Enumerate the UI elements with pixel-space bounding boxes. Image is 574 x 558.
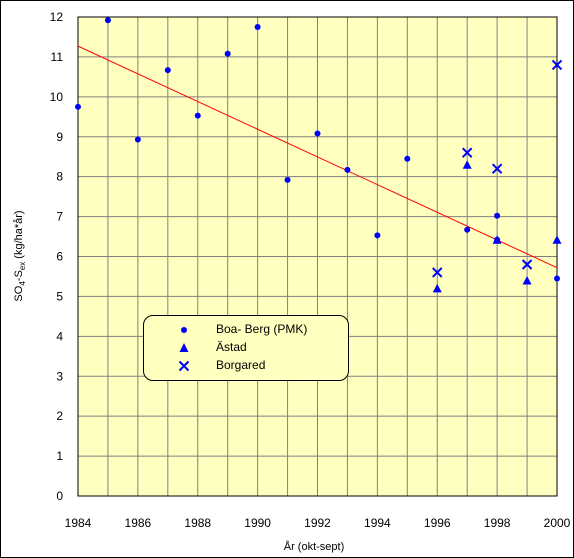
y-axis-title-sub2: ex	[18, 262, 27, 270]
x-tick-label: 2000	[544, 516, 571, 530]
x-marker-icon	[178, 360, 190, 372]
y-tick-label: 6	[56, 250, 63, 264]
y-tick-label: 3	[56, 369, 63, 383]
x-data-point	[461, 147, 473, 158]
circle-data-point	[284, 176, 291, 183]
x-data-point	[551, 59, 563, 71]
y-tick-label: 7	[56, 210, 63, 224]
circle-data-point	[314, 130, 321, 137]
y-tick-label: 5	[56, 289, 63, 303]
x-tick-label: 1998	[484, 516, 511, 530]
legend-item-boa-berg: Boa- Berg (PMK)	[144, 320, 348, 340]
circle-data-point	[75, 103, 81, 110]
x-data-point	[491, 163, 503, 174]
x-tick-label: 1994	[364, 516, 391, 530]
y-tick-label: 10	[50, 90, 64, 104]
triangle-data-point	[492, 235, 502, 244]
y-tick-label: 2	[56, 409, 63, 423]
y-axis-title-main: SO	[13, 285, 25, 301]
triangle-data-point	[522, 275, 532, 285]
trend-line	[77, 45, 558, 269]
circle-data-point	[344, 166, 351, 173]
legend-label-borgared: Borgared	[216, 358, 266, 372]
x-tick-label: 1988	[184, 516, 211, 530]
legend-label-boa-berg: Boa- Berg (PMK)	[216, 322, 308, 336]
circle-data-point	[494, 212, 501, 219]
triangle-marker-icon	[179, 343, 189, 352]
legend-item-borgared: Borgared	[144, 356, 348, 376]
triangle-data-point	[462, 160, 472, 169]
plot-border	[77, 16, 558, 497]
legend-item-astad: Ästad	[144, 338, 348, 358]
circle-data-point	[224, 50, 231, 57]
x-tick-label: 1984	[65, 516, 92, 530]
triangle-data-point	[432, 283, 442, 293]
x-axis-title: År (okt-sept)	[284, 540, 345, 553]
x-tick-label: 1996	[424, 516, 451, 530]
circle-data-point	[194, 112, 201, 119]
circle-data-point	[554, 275, 560, 282]
circle-data-point	[404, 155, 411, 162]
y-axis-title: SO4-Sex (kg/ha*år)	[13, 210, 27, 301]
x-data-point	[521, 259, 533, 270]
y-tick-label: 1	[56, 449, 63, 463]
y-tick-label: 9	[56, 130, 63, 144]
data-points	[75, 17, 563, 293]
y-axis-title-mid: -S	[13, 270, 25, 281]
x-data-point	[432, 267, 443, 278]
y-axis-title-tail: (kg/ha*år)	[13, 210, 25, 261]
y-tick-label: 0	[56, 489, 63, 503]
circle-data-point	[374, 232, 381, 239]
circle-data-point	[134, 136, 141, 143]
y-tick-label: 11	[51, 50, 64, 64]
circle-data-point	[464, 226, 471, 233]
x-tick-label: 1992	[304, 516, 331, 530]
legend: Boa- Berg (PMK) Ästad Borgared	[143, 315, 349, 381]
x-tick-labels: 1984 1986 1988 1990 1992 1994 1996 1998 2000	[65, 516, 571, 530]
y-axis-title-sub1: 4	[18, 281, 27, 286]
x-tick-label: 1986	[125, 516, 152, 530]
legend-label-astad: Ästad	[216, 340, 247, 354]
y-tick-label: 8	[56, 170, 63, 184]
circle-marker-icon	[181, 327, 187, 333]
circle-data-point	[164, 67, 171, 74]
x-tick-label: 1990	[244, 516, 271, 530]
y-tick-label: 4	[56, 329, 63, 343]
circle-data-point	[254, 23, 261, 30]
circle-data-point	[104, 17, 111, 24]
y-tick-label: 12	[50, 10, 64, 24]
triangle-data-point	[552, 235, 562, 244]
